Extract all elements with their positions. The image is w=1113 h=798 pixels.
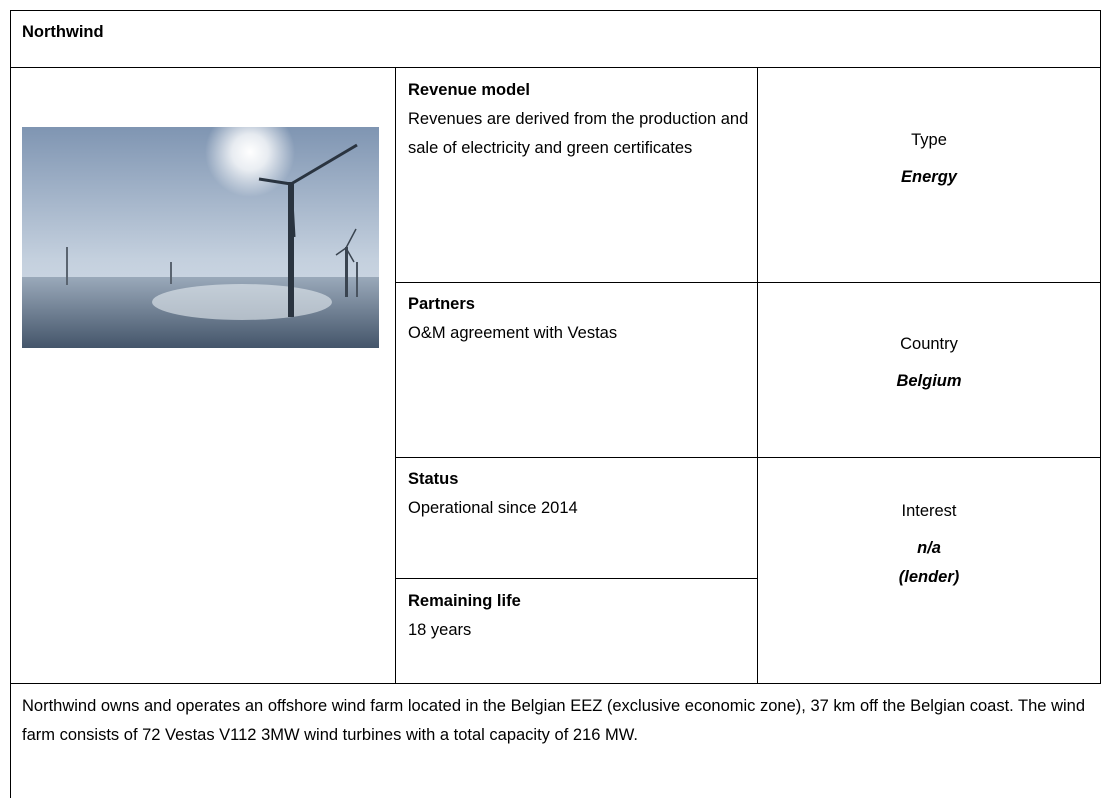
section-label: Partners [408, 295, 475, 313]
fact-value: Belgium [896, 372, 962, 390]
fact: Type Energy [758, 126, 1100, 192]
fact-label: Country [900, 335, 958, 353]
border [757, 67, 758, 684]
description: Northwind owns and operates an offshore … [22, 697, 1086, 744]
photo [22, 127, 379, 348]
fact: Interest n/a (lender) [758, 497, 1100, 592]
section-text: 18 years [408, 621, 472, 639]
section-text: O&M agreement with Vestas [408, 324, 618, 342]
border [395, 282, 1101, 283]
title: Northwind [22, 23, 104, 41]
fact-label: Type [911, 131, 947, 149]
fact-value: (lender) [898, 568, 960, 586]
border [10, 683, 1101, 684]
fact-label: Interest [901, 502, 957, 520]
border [395, 578, 758, 579]
border [395, 457, 1101, 458]
section: Remaining life 18 years [408, 587, 753, 645]
border [10, 10, 11, 798]
section: Partners O&M agreement with Vestas [408, 290, 753, 348]
border [10, 10, 1101, 11]
section-text: Operational since 2014 [408, 499, 578, 517]
border [10, 67, 1101, 68]
border [1100, 10, 1101, 684]
section: Revenue model Revenues are derived from … [408, 76, 753, 163]
section: Status Operational since 2014 [408, 465, 753, 523]
border [395, 67, 396, 684]
section-label: Revenue model [408, 81, 530, 99]
fact-value: n/a [917, 539, 941, 557]
fact: Country Belgium [758, 330, 1100, 396]
fact-value: Energy [901, 168, 957, 186]
section-label: Status [408, 470, 459, 488]
section-text: Revenues are derived from the production… [408, 110, 749, 157]
section-label: Remaining life [408, 592, 521, 610]
